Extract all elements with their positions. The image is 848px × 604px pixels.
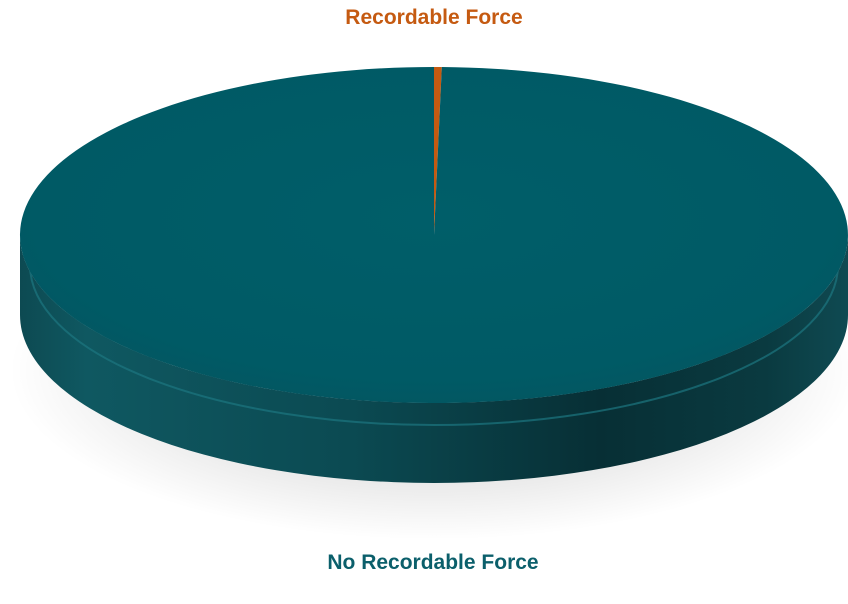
pie-side-wall: [20, 235, 848, 483]
pie-slice-recordable-force: [434, 67, 442, 235]
pie-top-face: [19, 66, 848, 403]
data-label-no-recordable-force: No Recordable Force: [327, 551, 539, 574]
pie-rim-highlight: [29, 264, 839, 426]
pie-slice-no-recordable-force: [19, 66, 848, 403]
data-label-recordable-force: Recordable Force: [345, 6, 523, 29]
